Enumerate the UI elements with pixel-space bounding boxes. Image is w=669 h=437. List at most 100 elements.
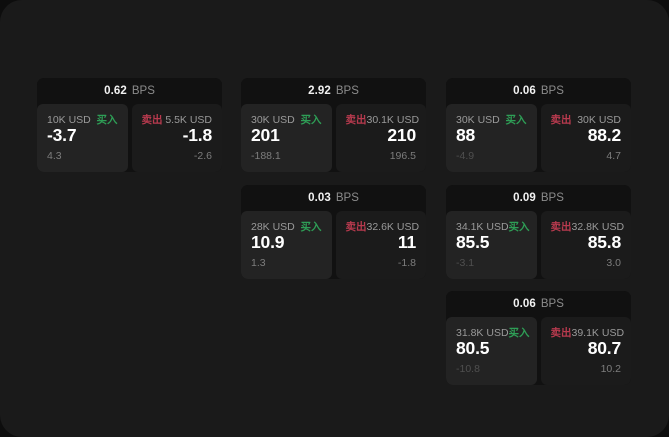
sell-size: 30K USD [577, 113, 621, 126]
sell-panel-header: 卖出 32.8K USD [550, 220, 625, 234]
bps-unit-label: BPS [540, 298, 564, 310]
card-panels: 10K USD 买入 -3.7 4.3 卖出 5.5K USD -1.8 -2.… [37, 104, 222, 172]
buy-panel-header: 30K USD 买入 [456, 113, 527, 127]
buy-price: 85.5 [456, 231, 490, 252]
sell-panel-header: 卖出 32.6K USD [345, 220, 420, 234]
buy-delta: -3.1 [456, 257, 475, 269]
buy-panel[interactable]: 10K USD 买入 -3.7 4.3 [37, 104, 128, 172]
buy-size: 34.1K USD [456, 220, 509, 233]
sell-delta: 3.0 [606, 257, 621, 269]
sell-delta: 196.5 [389, 150, 416, 162]
sell-panel-header: 卖出 30K USD [550, 113, 622, 127]
buy-size: 30K USD [456, 113, 500, 126]
sell-panel[interactable]: 卖出 32.6K USD 11 -1.8 [335, 211, 426, 279]
buy-price: 201 [251, 124, 280, 145]
card-panels: 34.1K USD 买入 85.5 -3.1 卖出 32.8K USD 85.8… [446, 211, 631, 279]
buy-size: 28K USD [251, 220, 295, 233]
sell-tag: 卖出 [550, 114, 572, 126]
sell-size: 5.5K USD [165, 113, 212, 126]
buy-price: 10.9 [251, 231, 285, 252]
bps-unit-label: BPS [335, 85, 359, 97]
bps-unit-label: BPS [131, 85, 155, 97]
buy-tag: 买入 [508, 221, 530, 233]
bps-value: 0.03 [308, 192, 331, 204]
sell-price: 85.8 [587, 231, 621, 252]
buy-size: 31.8K USD [456, 326, 509, 339]
buy-panel[interactable]: 28K USD 买入 10.9 1.3 [241, 211, 332, 279]
card-panels: 30K USD 买入 88 -4.9 卖出 30K USD 88.2 4.7 [446, 104, 631, 172]
buy-price: -3.7 [47, 124, 77, 145]
bps-value: 2.92 [308, 85, 331, 97]
card-panels: 28K USD 买入 10.9 1.3 卖出 32.6K USD 11 -1.8 [241, 211, 426, 279]
sell-panel-header: 卖出 5.5K USD [141, 113, 213, 127]
sell-panel-header: 卖出 39.1K USD [550, 326, 625, 340]
buy-panel-header: 34.1K USD 买入 [456, 220, 530, 234]
quote-card[interactable]: 0.06 BPS 30K USD 买入 88 -4.9 卖出 [446, 78, 631, 172]
sell-price: 11 [397, 231, 416, 252]
buy-panel[interactable]: 31.8K USD 买入 80.5 -10.8 [446, 317, 537, 385]
sell-delta: -2.6 [193, 150, 212, 162]
sell-tag: 卖出 [550, 221, 572, 233]
sell-tag: 卖出 [345, 114, 367, 126]
buy-panel[interactable]: 34.1K USD 买入 85.5 -3.1 [446, 211, 537, 279]
sell-panel[interactable]: 卖出 30K USD 88.2 4.7 [540, 104, 631, 172]
sell-panel[interactable]: 卖出 39.1K USD 80.7 10.2 [540, 317, 631, 385]
sell-size: 32.8K USD [571, 220, 625, 233]
buy-price: 80.5 [456, 337, 490, 358]
sell-delta: 4.7 [606, 150, 621, 162]
sell-size: 32.6K USD [366, 220, 420, 233]
quote-card[interactable]: 2.92 BPS 30K USD 买入 201 -188.1 卖出 [241, 78, 426, 172]
buy-delta: 1.3 [251, 257, 266, 269]
bps-unit-label: BPS [335, 192, 359, 204]
card-header: 0.62 BPS [37, 78, 222, 104]
bps-value: 0.06 [513, 85, 536, 97]
quote-card[interactable]: 0.03 BPS 28K USD 买入 10.9 1.3 卖出 [241, 185, 426, 279]
quote-card[interactable]: 0.06 BPS 31.8K USD 买入 80.5 -10.8 卖 [446, 291, 631, 385]
card-panels: 31.8K USD 买入 80.5 -10.8 卖出 39.1K USD 80.… [446, 317, 631, 385]
sell-delta: -1.8 [397, 257, 416, 269]
sell-tag: 卖出 [345, 221, 367, 233]
buy-panel-header: 30K USD 买入 [251, 113, 322, 127]
buy-price: 88 [456, 124, 476, 145]
quote-card-grid: 0.62 BPS 10K USD 买入 -3.7 4.3 卖出 [37, 78, 632, 385]
sell-panel[interactable]: 卖出 5.5K USD -1.8 -2.6 [131, 104, 222, 172]
card-header: 0.09 BPS [446, 185, 631, 211]
sell-panel-header: 卖出 30.1K USD [345, 113, 420, 127]
buy-tag: 买入 [300, 221, 322, 233]
buy-tag: 买入 [96, 114, 118, 126]
bps-unit-label: BPS [540, 85, 564, 97]
buy-tag: 买入 [300, 114, 322, 126]
bps-value: 0.06 [513, 298, 536, 310]
sell-panel[interactable]: 卖出 32.8K USD 85.8 3.0 [540, 211, 631, 279]
sell-price: 210 [387, 124, 416, 145]
sell-price: 80.7 [587, 337, 621, 358]
card-header: 0.06 BPS [446, 78, 631, 104]
card-header: 0.03 BPS [241, 185, 426, 211]
buy-panel-header: 31.8K USD 买入 [456, 326, 530, 340]
buy-panel-header: 28K USD 买入 [251, 220, 322, 234]
buy-size: 30K USD [251, 113, 295, 126]
buy-delta: -10.8 [456, 363, 480, 375]
buy-panel-header: 10K USD 买入 [47, 113, 118, 127]
sell-price: -1.8 [182, 124, 213, 145]
sell-size: 39.1K USD [571, 326, 625, 339]
quote-card[interactable]: 0.09 BPS 34.1K USD 买入 85.5 -3.1 卖出 [446, 185, 631, 279]
buy-size: 10K USD [47, 113, 91, 126]
sell-price: 88.2 [587, 124, 621, 145]
buy-panel[interactable]: 30K USD 买入 201 -188.1 [241, 104, 332, 172]
buy-delta: -188.1 [251, 150, 281, 162]
sell-tag: 卖出 [141, 114, 163, 126]
sell-tag: 卖出 [550, 327, 572, 339]
card-header: 2.92 BPS [241, 78, 426, 104]
buy-tag: 买入 [505, 114, 527, 126]
buy-delta: -4.9 [456, 150, 475, 162]
bps-value: 0.62 [104, 85, 127, 97]
quote-card[interactable]: 0.62 BPS 10K USD 买入 -3.7 4.3 卖出 [37, 78, 222, 172]
card-header: 0.06 BPS [446, 291, 631, 317]
sell-panel[interactable]: 卖出 30.1K USD 210 196.5 [335, 104, 426, 172]
buy-panel[interactable]: 30K USD 买入 88 -4.9 [446, 104, 537, 172]
buy-tag: 买入 [508, 327, 530, 339]
bps-value: 0.09 [513, 192, 536, 204]
bps-unit-label: BPS [540, 192, 564, 204]
